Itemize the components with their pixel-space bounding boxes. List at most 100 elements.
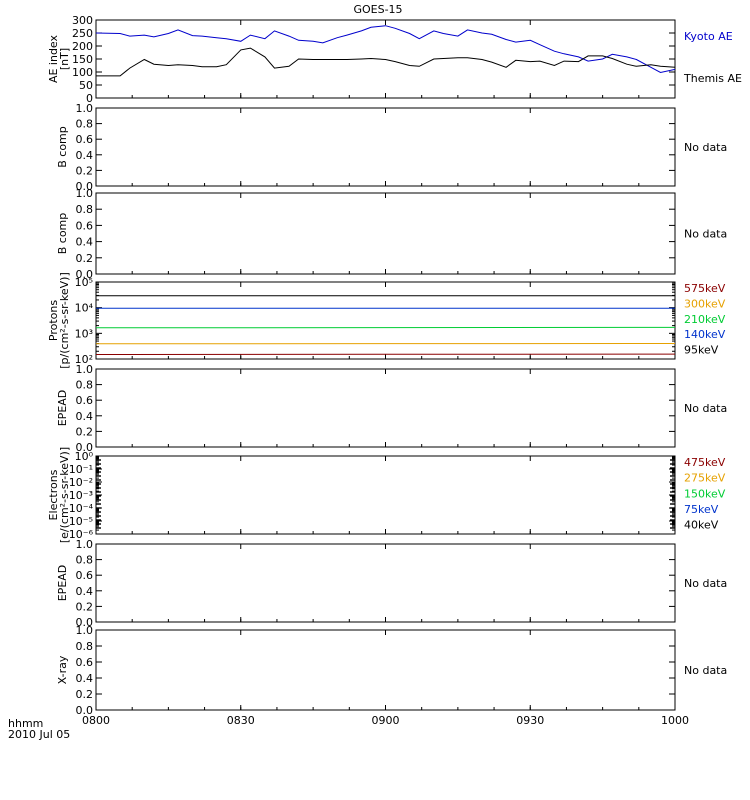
- y-tick-label: 0.2: [76, 425, 94, 438]
- y-tick-label: 10⁻³: [69, 489, 93, 502]
- y-tick-label: 10⁻²: [69, 476, 93, 489]
- y-tick-label: 1.0: [76, 102, 94, 115]
- y-axis-label: EPEAD: [56, 565, 69, 602]
- y-axis-label: AE index: [47, 34, 60, 83]
- legend-575kev: 575keV: [684, 282, 726, 295]
- series-line-kyoto-ae: [95, 25, 676, 74]
- panel-frame: [95, 281, 676, 360]
- y-tick-label: 0.0: [76, 441, 94, 454]
- panel-epead2: 0.0 0.2 0.4 0.6 0.8 1.0 EPEAD No data: [56, 538, 727, 629]
- panel-epead1: 0.0 0.2 0.4 0.6 0.8 1.0 EPEAD No data: [56, 363, 727, 454]
- y-tick-label: 0.0: [76, 268, 94, 281]
- y-axis-label: [e/(cm²-s-sr-keV)]: [58, 447, 71, 543]
- y-tick-label: 0.0: [76, 180, 94, 193]
- y-axis-label: B comp: [56, 213, 69, 255]
- x-tick-label: 0800: [82, 714, 110, 727]
- panel-bcomp2: 0.0 0.2 0.4 0.6 0.8 1.0 B comp No data: [56, 187, 727, 281]
- y-tick-label: 0.6: [76, 569, 94, 582]
- legend-150kev: 150keV: [684, 487, 726, 500]
- y-tick-label: 0.2: [76, 164, 94, 177]
- x-tick-label: 0900: [372, 714, 400, 727]
- y-tick-label: 0.4: [76, 672, 94, 685]
- panel-frame: [95, 629, 676, 711]
- panel-frame: [95, 455, 676, 535]
- panel-frame: [95, 107, 676, 187]
- y-tick-label: 0.8: [76, 640, 94, 653]
- no-data-note: No data: [684, 402, 727, 415]
- y-tick-label: 0.2: [76, 688, 94, 701]
- y-tick-label: 0.4: [76, 585, 94, 598]
- plot-title: GOES-15: [353, 3, 402, 16]
- y-tick-label: 10⁴: [75, 302, 94, 315]
- y-tick-label: 0.0: [76, 616, 94, 629]
- x-axis: 0800 0830 0900 0930 1000: [82, 714, 689, 727]
- y-tick-label: 10⁻⁵: [69, 515, 93, 528]
- x-tick-label: 0930: [516, 714, 544, 727]
- y-tick-label: 10⁻⁶: [69, 528, 94, 541]
- y-tick-label: 0.8: [76, 118, 94, 131]
- y-tick-label: 0.6: [76, 133, 94, 146]
- legend-275kev: 275keV: [684, 472, 726, 485]
- y-tick-label: 10²: [75, 353, 93, 366]
- y-axis-label: EPEAD: [56, 390, 69, 427]
- time-axis-label: hhmm: [8, 717, 43, 730]
- y-tick-label: 0.8: [76, 379, 94, 392]
- y-tick-label: 0.6: [76, 656, 94, 669]
- y-axis-label: Protons: [47, 300, 60, 341]
- y-tick-label: 0.4: [76, 410, 94, 423]
- legend-300kev: 300keV: [684, 297, 726, 310]
- y-tick-label: 0.8: [76, 203, 94, 216]
- y-tick-label: 10⁰: [75, 450, 94, 463]
- y-tick-label: 200: [72, 40, 93, 53]
- y-axis-label: B comp: [56, 126, 69, 168]
- panel-frame: [95, 368, 676, 448]
- y-tick-label: 50: [79, 79, 93, 92]
- y-tick-label: 0.2: [76, 600, 94, 613]
- x-tick-label: 1000: [661, 714, 689, 727]
- legend-210kev: 210keV: [684, 313, 726, 326]
- y-tick-label: 1.0: [76, 187, 94, 200]
- y-tick-label: 0.4: [76, 149, 94, 162]
- legend-40kev: 40keV: [684, 519, 719, 532]
- y-tick-label: 0.6: [76, 219, 94, 232]
- y-tick-label: 1.0: [76, 363, 94, 376]
- legend-themis-ae: Themis AE: [683, 72, 742, 85]
- x-tick-label: 0830: [227, 714, 255, 727]
- panel-frame: [95, 543, 676, 623]
- y-tick-label: 1.0: [76, 538, 94, 551]
- y-tick-label: 0: [86, 92, 93, 105]
- panel-bcomp1: 0.0 0.2 0.4 0.6 0.8 1.0 B comp No data: [56, 102, 727, 193]
- y-tick-label: 100: [72, 66, 93, 79]
- y-tick-label: 10⁵: [75, 276, 93, 289]
- y-axis-label: X-ray: [56, 655, 69, 684]
- panel-protons: 10² 10³ 10⁴ 10⁵ Protons[p/(cm²-s-sr-keV)] 575…: [47, 272, 726, 369]
- no-data-note: No data: [684, 228, 727, 241]
- panel-frame: [95, 192, 676, 275]
- no-data-note: No data: [684, 664, 727, 677]
- legend-140kev: 140keV: [684, 328, 726, 341]
- no-data-note: No data: [684, 577, 727, 590]
- y-tick-label: 0.4: [76, 236, 94, 249]
- no-data-note: No data: [684, 141, 727, 154]
- y-tick-label: 10⁻¹: [69, 463, 93, 476]
- y-axis-label: [p/(cm²-s-sr-keV)]: [58, 272, 71, 369]
- panel-xray: 0.0 0.2 0.4 0.6 0.8 1.0 X-ray No data: [56, 624, 727, 717]
- legend-475kev: 475keV: [684, 456, 726, 469]
- series-line-themis-ae: [96, 47, 676, 77]
- y-tick-label: 1.0: [76, 624, 94, 637]
- y-tick-label: 10³: [75, 327, 93, 340]
- legend-95kev: 95keV: [684, 344, 719, 357]
- y-tick-label: 0.6: [76, 394, 94, 407]
- y-tick-label: 0.8: [76, 554, 94, 567]
- y-tick-label: 300: [72, 14, 93, 27]
- y-tick-label: 10⁻⁴: [69, 502, 94, 515]
- date-label: 2010 Jul 05: [8, 728, 70, 741]
- y-tick-label: 150: [72, 53, 93, 66]
- legend-75kev: 75keV: [684, 503, 719, 516]
- legend-kyoto-ae: Kyoto AE: [684, 30, 733, 43]
- y-tick-label: 250: [72, 27, 93, 40]
